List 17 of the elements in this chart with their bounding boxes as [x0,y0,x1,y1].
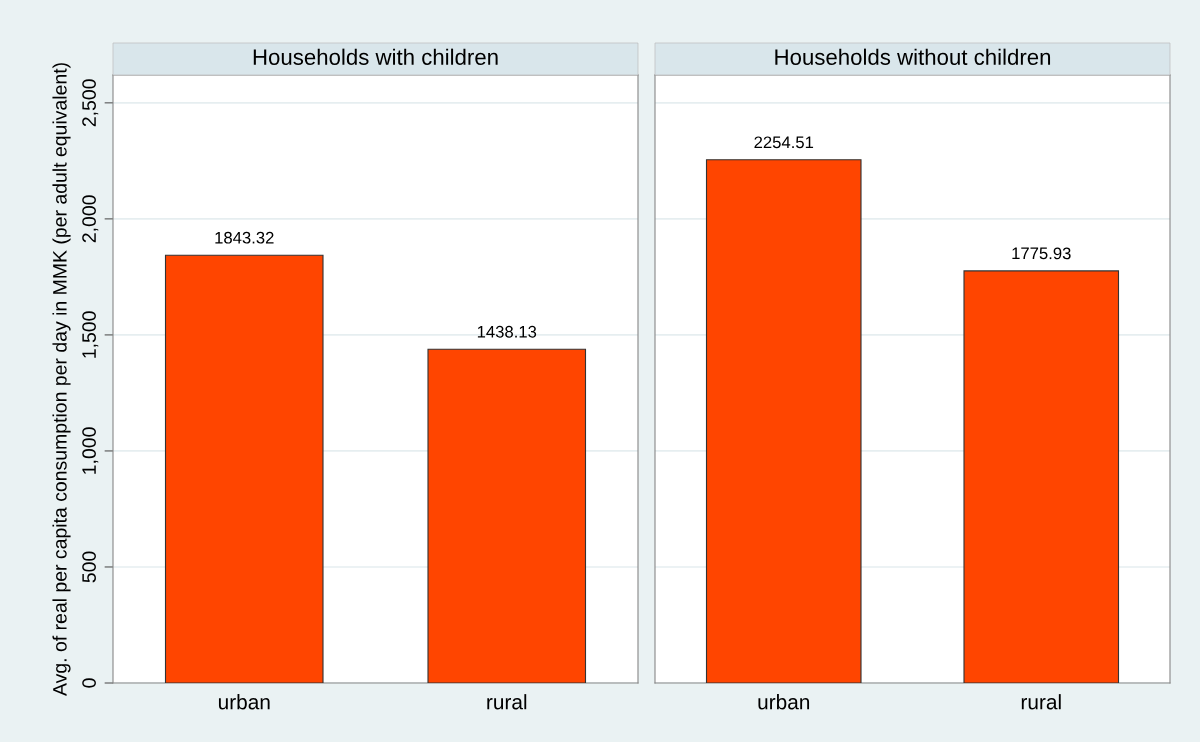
data-label: 2254.51 [754,136,814,149]
y-tick-label: 2,500 [82,79,99,127]
y-tick-label: 2,000 [82,195,99,243]
y-tick-label: 0 [82,678,96,688]
x-tick-label: urban [218,694,270,710]
data-label: 1775.93 [1012,247,1071,260]
data-label: 1438.13 [477,325,537,338]
x-tick-label: rural [1021,694,1061,710]
chart-title: Households with children [253,48,498,65]
x-tick-label: rural [487,694,527,710]
chart-title: Households without children [775,48,1051,65]
y-axis-title: Avg. of real per capita consumption per day in MMK (per adult equivalent) [52,63,71,696]
y-tick-label: 1,000 [82,427,99,474]
x-tick-label: urban [758,694,810,710]
y-tick-label: 1,500 [82,311,99,358]
y-tick-label: 500 [82,551,96,583]
data-label: 1843.32 [215,231,274,244]
